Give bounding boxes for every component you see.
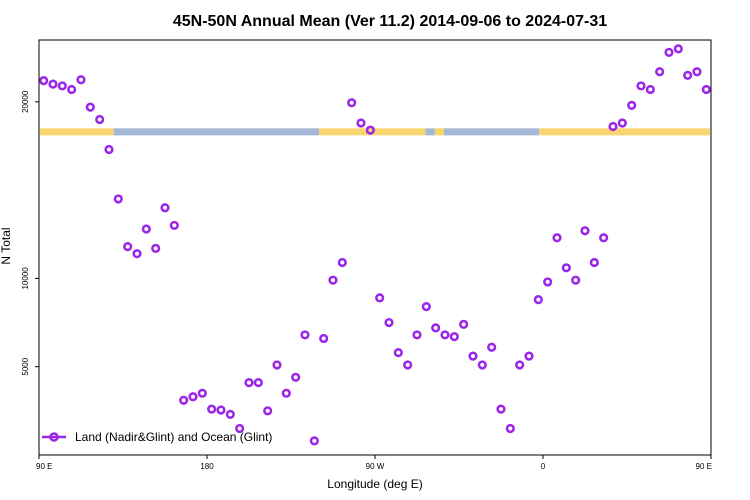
x-tick-label: 0 xyxy=(541,462,546,471)
x-axis-label: Longitude (deg E) xyxy=(327,477,422,491)
data-point xyxy=(160,203,170,213)
data-point xyxy=(505,423,515,434)
data-point xyxy=(543,277,553,287)
data-point xyxy=(692,67,702,77)
legend: Land (Nadir&Glint) and Ocean (Glint) xyxy=(42,430,272,444)
data-point xyxy=(561,263,571,273)
data-point xyxy=(636,81,646,91)
data-point xyxy=(375,293,385,303)
data-point xyxy=(468,351,478,361)
y-tick-label: 5000 xyxy=(21,357,30,375)
data-point xyxy=(487,342,497,352)
data-point xyxy=(412,330,422,340)
data-point xyxy=(449,332,459,342)
data-point xyxy=(664,47,674,57)
data-point xyxy=(571,275,581,285)
data-point xyxy=(477,360,487,370)
data-point xyxy=(151,243,161,253)
data-point xyxy=(393,347,403,358)
data-point xyxy=(533,294,543,305)
data-point xyxy=(515,360,525,370)
data-point xyxy=(48,79,58,89)
data-point xyxy=(655,67,665,77)
data-point xyxy=(113,194,123,204)
data-point xyxy=(272,360,282,370)
y-axis-label: N Total xyxy=(0,227,13,264)
plot-frame xyxy=(38,39,712,456)
data-point xyxy=(104,144,114,155)
data-point xyxy=(300,330,310,340)
land-band-segment xyxy=(539,128,710,136)
data-point xyxy=(403,360,413,370)
ocean-band-segment xyxy=(113,128,320,136)
data-point xyxy=(76,75,86,85)
data-point xyxy=(253,377,263,388)
legend-marker-swatch xyxy=(49,432,59,442)
y-tick-label: 20000 xyxy=(21,90,30,113)
data-point xyxy=(95,114,105,125)
data-point xyxy=(225,409,235,419)
data-point xyxy=(244,377,254,388)
data-point xyxy=(580,226,590,236)
data-point xyxy=(235,423,245,434)
series-points xyxy=(39,44,711,446)
data-point xyxy=(328,275,338,285)
data-point xyxy=(291,372,301,382)
data-point xyxy=(365,125,375,135)
data-point xyxy=(589,257,599,268)
data-point xyxy=(263,406,273,416)
data-point xyxy=(645,84,655,95)
data-point xyxy=(347,98,357,108)
data-point xyxy=(617,118,627,128)
data-point xyxy=(496,404,506,414)
x-tick-label: 90 E xyxy=(36,462,52,471)
data-point xyxy=(57,81,67,91)
data-point xyxy=(85,102,95,112)
data-point xyxy=(431,323,441,333)
y-axis-ticks: 5000 10000 20000 xyxy=(21,90,39,376)
data-point xyxy=(552,233,562,243)
land-band-segment xyxy=(434,128,445,136)
data-point xyxy=(701,84,711,95)
data-point xyxy=(337,257,347,268)
data-point xyxy=(132,249,142,259)
data-point xyxy=(608,121,618,132)
x-axis-ticks: 90 E 180 90 W 0 90 E xyxy=(36,455,712,471)
data-point xyxy=(67,84,77,95)
data-point xyxy=(281,388,291,398)
data-point xyxy=(524,351,534,361)
data-point xyxy=(440,330,450,340)
data-point xyxy=(599,233,609,243)
data-point xyxy=(169,220,179,231)
x-tick-label: 90 E xyxy=(696,462,712,471)
ocean-band-segment xyxy=(444,128,540,136)
data-point xyxy=(319,333,329,344)
data-point xyxy=(141,224,151,234)
data-point xyxy=(216,405,226,415)
x-tick-label: 90 W xyxy=(366,462,385,471)
ocean-band-segment xyxy=(425,128,435,136)
x-tick-label: 180 xyxy=(200,462,214,471)
data-point xyxy=(207,404,217,414)
data-point xyxy=(459,319,469,329)
data-point xyxy=(627,100,637,110)
data-point xyxy=(179,395,189,405)
data-point xyxy=(421,302,431,312)
land-band-segment xyxy=(40,128,114,136)
chart-title: 45N-50N Annual Mean (Ver 11.2) 2014-09-0… xyxy=(173,13,607,30)
y-tick-label: 10000 xyxy=(21,267,30,290)
data-point xyxy=(123,242,133,252)
data-point xyxy=(356,118,366,128)
data-point xyxy=(683,70,693,80)
data-point xyxy=(673,44,683,54)
data-point xyxy=(384,317,394,328)
legend-entry-label: Land (Nadir&Glint) and Ocean (Glint) xyxy=(75,430,272,444)
data-point xyxy=(309,436,319,446)
data-point xyxy=(39,76,49,86)
data-point xyxy=(197,388,207,398)
data-point xyxy=(188,392,198,402)
